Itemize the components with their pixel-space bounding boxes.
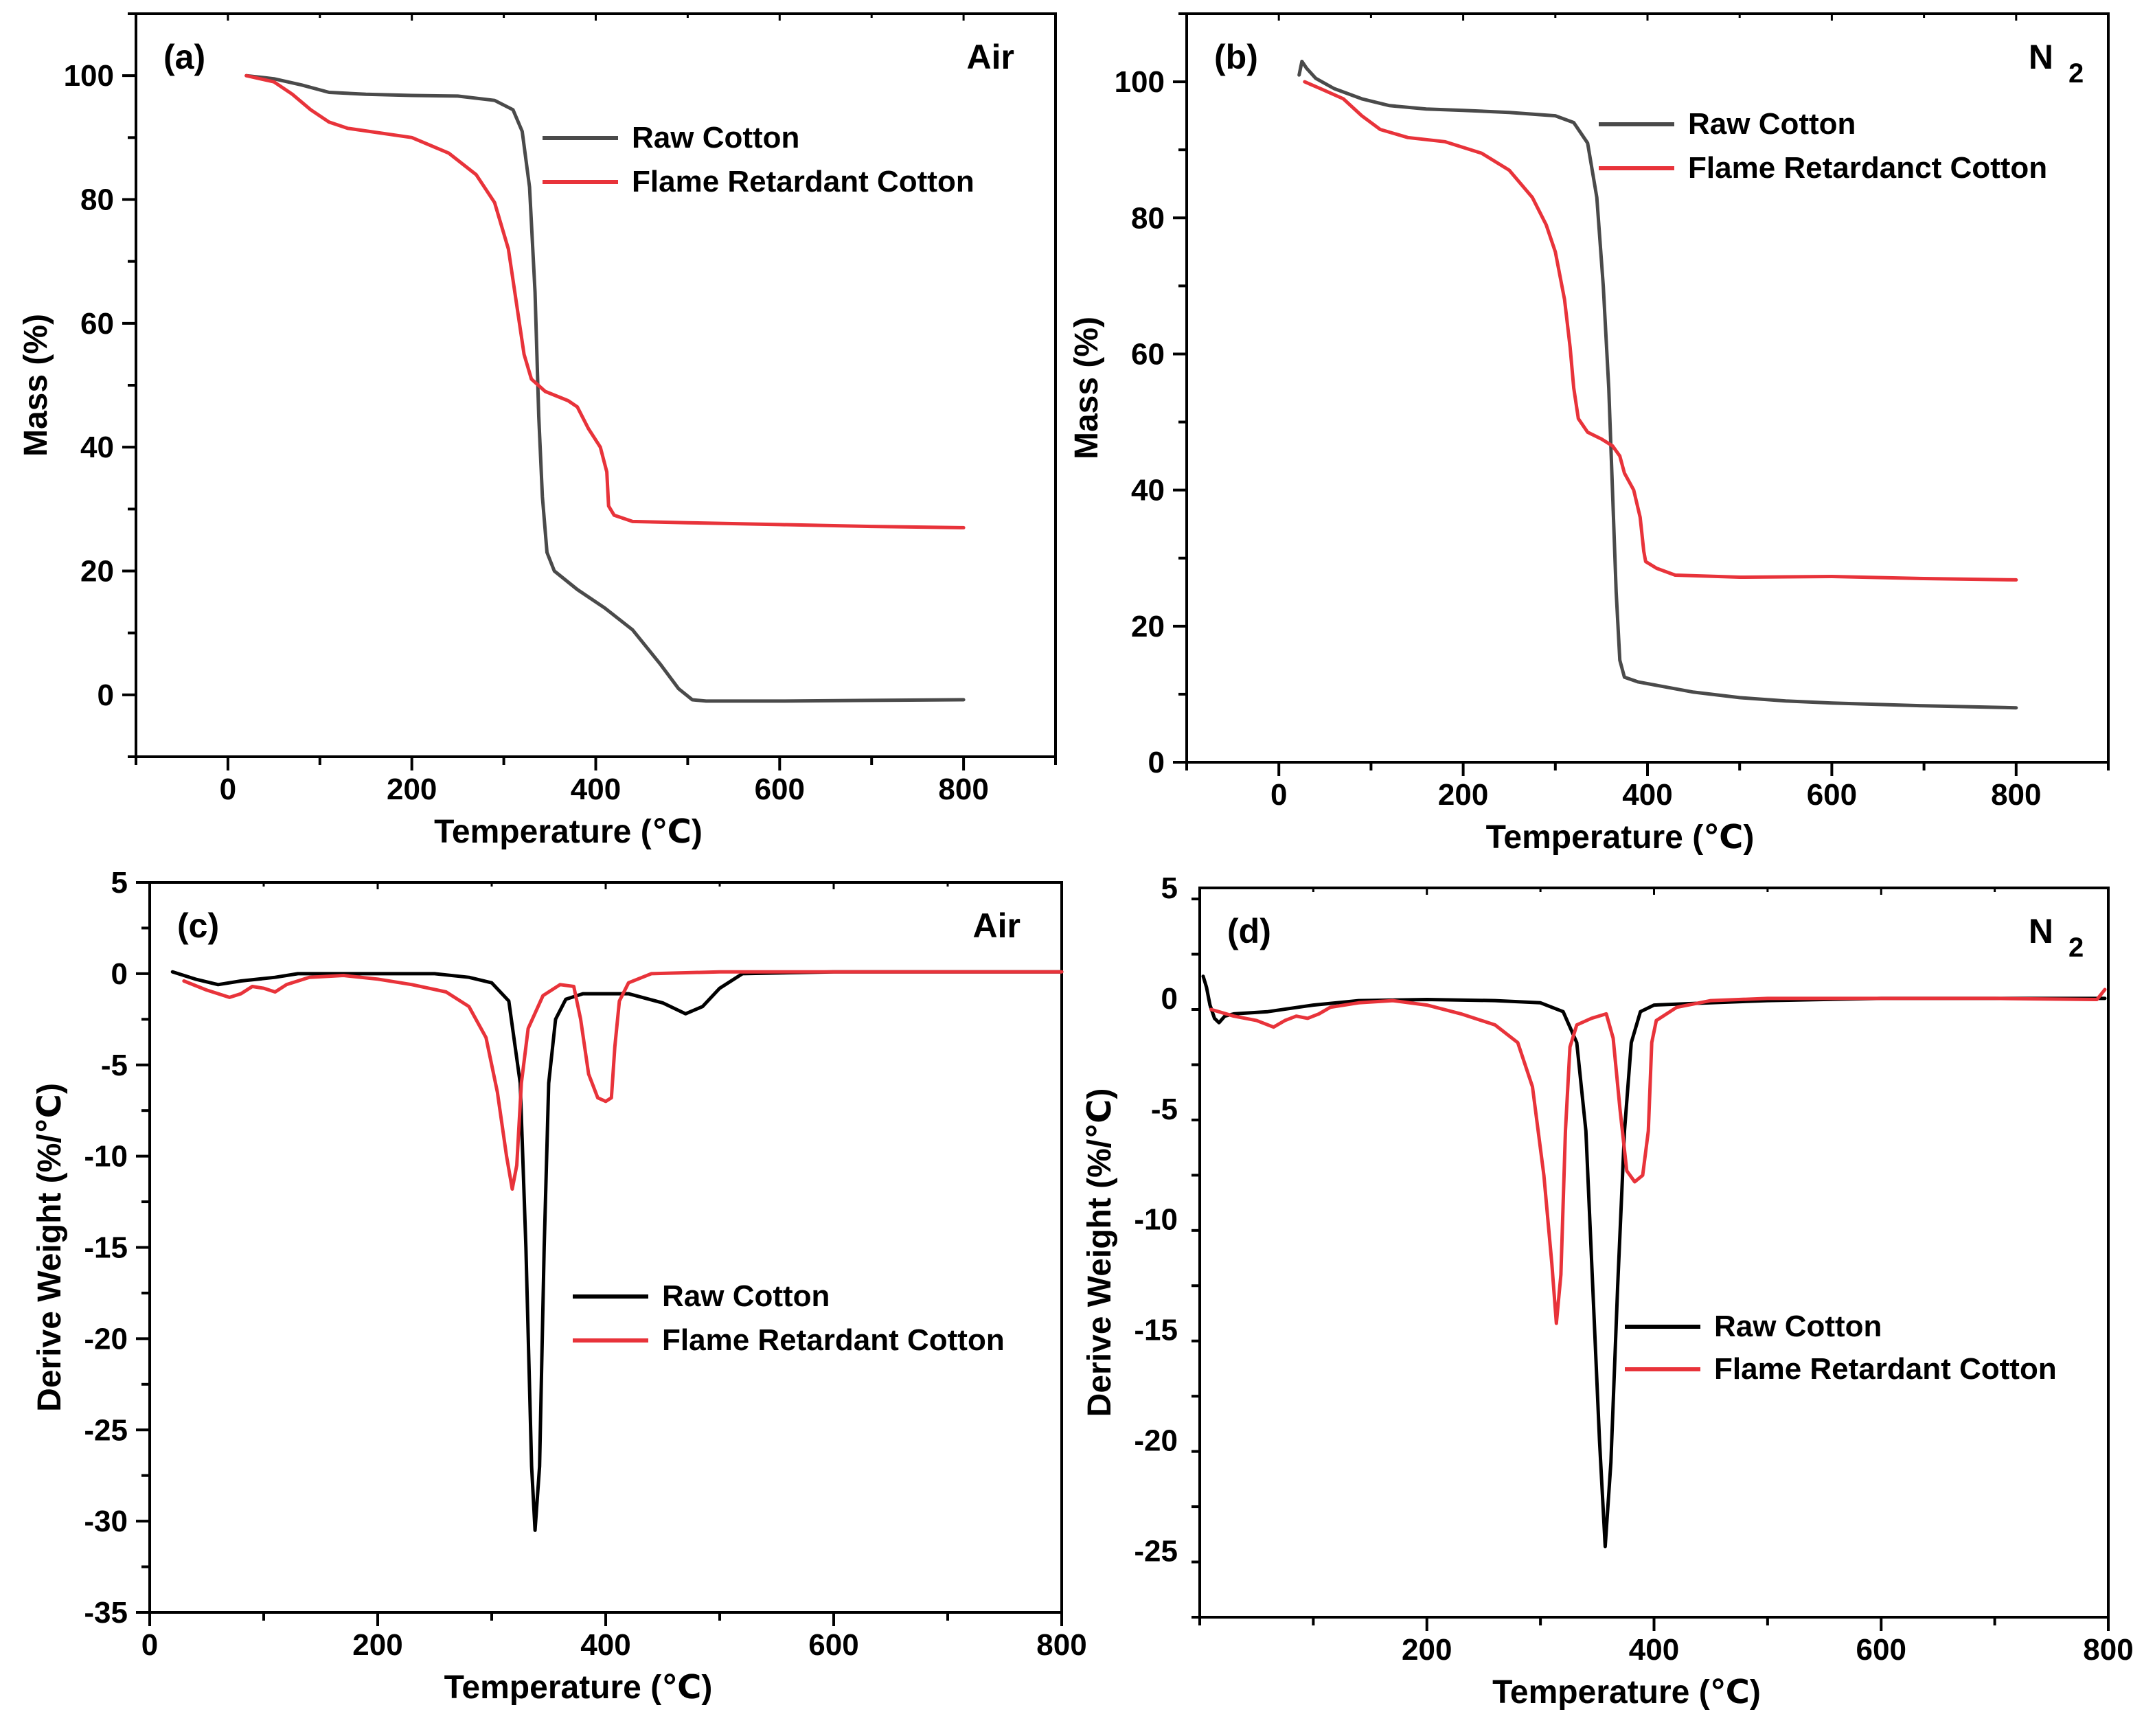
y-tick-label: 100	[64, 59, 114, 93]
x-tick-label: 800	[2083, 1633, 2133, 1667]
x-tick-label: 400	[1629, 1633, 1679, 1667]
x-tick-label: 600	[1856, 1633, 1906, 1667]
y-axis-label: Derive Weight (%/℃)	[32, 1083, 68, 1412]
x-tick-label: 0	[141, 1628, 158, 1662]
y-tick-label: 40	[80, 431, 114, 464]
legend-label: Flame Retardant Cotton	[662, 1323, 1005, 1357]
x-axis-label: Temperature (℃)	[434, 814, 703, 850]
series-line-flame-retardant-cotton	[1303, 80, 2018, 582]
x-axis-label: Temperature (℃)	[1486, 819, 1755, 856]
y-tick-label: -15	[84, 1231, 128, 1265]
y-tick-label: 5	[1161, 871, 1178, 905]
legend-label: Flame Retardant Cotton	[1714, 1352, 2057, 1386]
panel-label: (b)	[1214, 38, 1258, 76]
legend-label: Raw Cotton	[1688, 107, 1856, 141]
y-tick-label: -5	[101, 1049, 128, 1082]
atmosphere-subscript: 2	[2068, 58, 2084, 89]
y-tick-label: 5	[111, 866, 128, 900]
y-tick-label: -20	[84, 1322, 128, 1356]
x-tick-label: 800	[938, 773, 988, 806]
y-axis-label: Mass (%)	[18, 314, 54, 457]
x-tick-label: 400	[580, 1628, 630, 1662]
legend-label: Flame Retardant Cotton	[632, 165, 974, 198]
x-tick-label: 400	[1622, 778, 1672, 812]
atmosphere-subscript: 2	[2068, 933, 2084, 963]
legend: Raw Cotton Flame Retardant Cotton	[573, 1279, 1005, 1357]
y-tick-label: 80	[80, 183, 114, 217]
y-tick-label: 40	[1131, 474, 1165, 507]
y-tick-label: -35	[84, 1596, 128, 1630]
x-axis-label: Temperature (℃)	[444, 1669, 713, 1706]
y-tick-label: 20	[80, 555, 114, 589]
y-tick-label: 0	[111, 957, 128, 991]
y-tick-label: 20	[1131, 610, 1165, 643]
legend: Raw Cotton Flame Retardant Cotton	[1625, 1310, 2057, 1386]
y-tick-label: -20	[1134, 1424, 1178, 1458]
atmosphere-label: Air	[973, 906, 1021, 945]
legend-label: Raw Cotton	[662, 1279, 830, 1313]
panel-b: 0 200 400 600 800 0 20 40 60 80 100 Temperature (℃)…	[1069, 12, 2110, 856]
x-tick-label: 0	[1270, 778, 1287, 812]
atmosphere-label: Air	[967, 38, 1014, 76]
series-line-flame-retardant-cotton	[182, 970, 1064, 1191]
x-axis-label: Temperature (℃)	[1492, 1674, 1761, 1711]
y-axis-label: Mass (%)	[1069, 317, 1105, 459]
x-tick-label: 800	[1036, 1628, 1086, 1662]
x-tick-label: 600	[808, 1628, 858, 1662]
x-tick-label: 800	[1991, 778, 2041, 812]
x-tick-label: 200	[352, 1628, 402, 1662]
legend: Raw Cotton Flame Retardant Cotton	[543, 121, 974, 198]
panel-label: (c)	[177, 906, 219, 945]
x-tick-label: 200	[1402, 1633, 1452, 1667]
y-tick-label: -30	[84, 1505, 128, 1538]
y-tick-label: 0	[98, 678, 114, 712]
y-tick-label: -25	[1134, 1534, 1178, 1568]
x-tick-label: 600	[1807, 778, 1857, 812]
y-tick-label: -25	[84, 1413, 128, 1447]
y-axis-label: Derive Weight (%/℃)	[1082, 1088, 1118, 1417]
y-tick-label: 0	[1161, 982, 1178, 1016]
panel-label: (d)	[1227, 912, 1271, 950]
y-tick-label: 80	[1131, 201, 1165, 235]
legend-label: Raw Cotton	[1714, 1310, 1882, 1343]
x-tick-label: 200	[387, 773, 437, 806]
x-tick-label: 600	[755, 773, 805, 806]
legend-label: Flame Retardanct Cotton	[1688, 151, 2047, 185]
series-line-raw-cotton	[244, 73, 966, 703]
legend: Raw Cotton Flame Retardanct Cotton	[1599, 107, 2047, 185]
series-line-flame-retardant-cotton	[1209, 987, 2107, 1325]
y-tick-label: 60	[80, 307, 114, 341]
series-line-flame-retardant-cotton	[244, 73, 966, 529]
series-line-raw-cotton	[1297, 59, 2018, 710]
atmosphere-label: N	[2029, 912, 2053, 950]
y-tick-label: 60	[1131, 337, 1165, 371]
y-tick-label: -5	[1151, 1093, 1178, 1126]
panel-label: (a)	[163, 38, 205, 76]
series-line-raw-cotton	[170, 970, 1064, 1532]
y-tick-label: -15	[1134, 1314, 1178, 1347]
x-tick-label: 400	[571, 773, 621, 806]
y-tick-label: 100	[1115, 65, 1165, 99]
legend-label: Raw Cotton	[632, 121, 799, 155]
x-tick-label: 0	[220, 773, 236, 806]
x-tick-label: 200	[1438, 778, 1488, 812]
panel-a: 0 200 400 600 800 0 20 40 60 80 100 Temperature (℃)…	[18, 12, 1057, 850]
y-tick-label: -10	[84, 1140, 128, 1174]
series-line-raw-cotton	[1201, 974, 2107, 1549]
y-tick-label: -10	[1134, 1203, 1178, 1237]
atmosphere-label: N	[2029, 38, 2053, 76]
panel-c: 0 200 400 600 800 5 0 -5 -10 -15 -20 -25 -30 -35 Tempe…	[32, 866, 1087, 1706]
panel-d: 200 400 600 800 5 0 -5 -10 -15 -20 -25 Temperature …	[1082, 871, 2134, 1711]
y-tick-label: 0	[1148, 746, 1165, 779]
